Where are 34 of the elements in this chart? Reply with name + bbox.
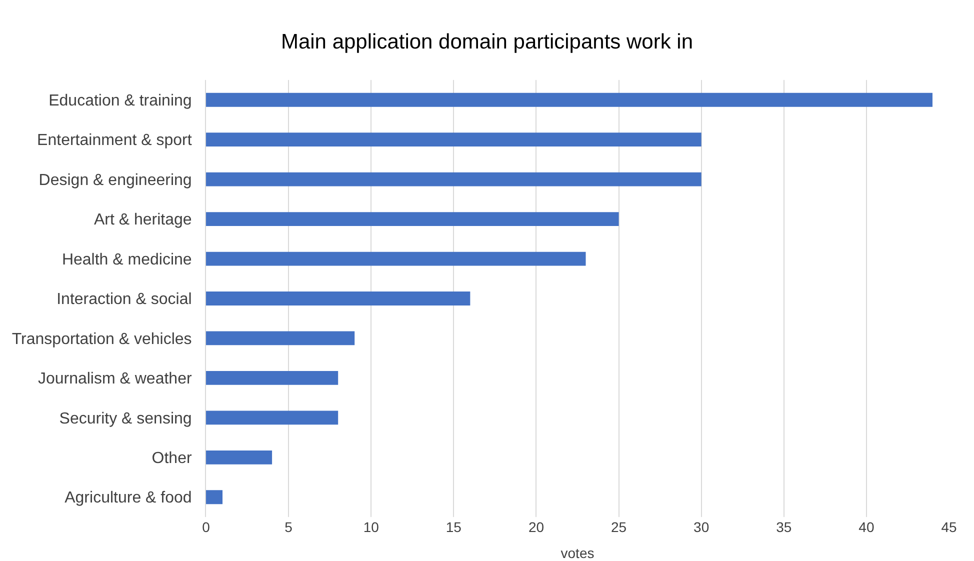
x-tick-label: 10	[363, 519, 380, 535]
bar	[206, 292, 470, 306]
x-axis-title: votes	[560, 545, 594, 561]
y-tick-label: Transportation & vehicles	[12, 330, 192, 348]
bar	[206, 490, 223, 504]
chart-title: Main application domain participants work in	[280, 30, 694, 54]
y-tick-label: Journalism & weather	[38, 370, 192, 388]
bar	[206, 132, 702, 147]
bar	[206, 212, 619, 226]
x-tick-label: 20	[528, 519, 544, 535]
y-tick-label: Agriculture & food	[64, 490, 192, 507]
bar	[206, 371, 338, 385]
y-tick-label: Health & medicine	[62, 251, 192, 268]
bar	[206, 450, 272, 464]
x-tick-label: 45	[941, 519, 957, 535]
bar	[206, 252, 586, 266]
bar	[206, 410, 338, 425]
y-tick-label: Security & sensing	[59, 410, 192, 428]
x-tick-label: 15	[446, 519, 462, 535]
x-tick-label: 0	[202, 519, 210, 535]
x-tick-label: 25	[610, 519, 627, 535]
y-tick-label: Design & engineering	[38, 172, 192, 189]
x-tick-label: 5	[284, 519, 293, 535]
x-tick-label: 30	[694, 519, 710, 535]
y-tick-label: Art & heritage	[94, 212, 192, 229]
x-tick-label: 40	[858, 519, 874, 535]
bar	[206, 172, 702, 186]
y-tick-label: Entertainment & sport	[37, 132, 192, 150]
y-tick-label: Other	[152, 450, 192, 468]
y-tick-label: Interaction & social	[56, 291, 192, 308]
x-tick-label: 35	[776, 519, 792, 535]
y-tick-label: Education & training	[48, 92, 192, 110]
bar	[206, 92, 932, 107]
bar	[206, 331, 355, 346]
